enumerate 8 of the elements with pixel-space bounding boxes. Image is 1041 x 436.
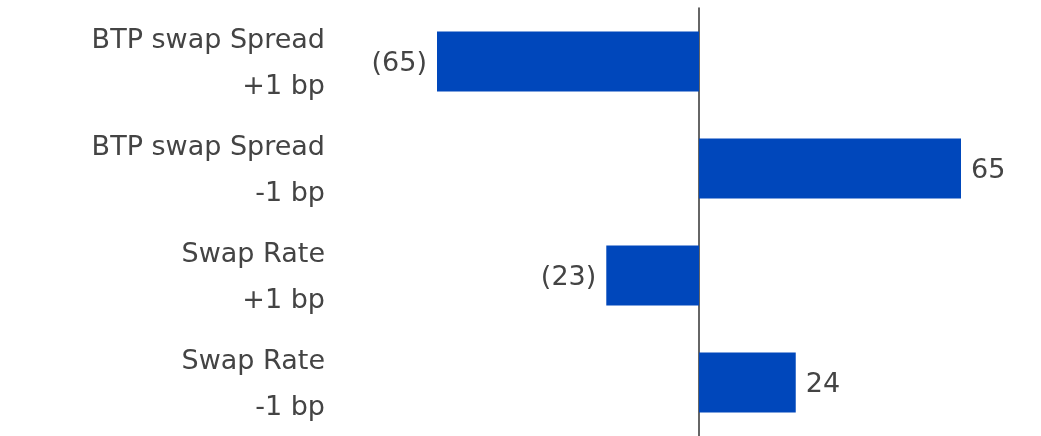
data-label: (65) [371, 46, 427, 77]
data-label: (23) [540, 260, 597, 291]
y-tick-label: Swap Rate +1 bp [181, 237, 325, 314]
y-tick-label: BTP swap Spread +1 bp [91, 23, 325, 100]
y-tick-label: Swap Rate -1 bp [181, 344, 325, 421]
data-label: 24 [805, 367, 841, 398]
y-tick-label: BTP swap Spread -1 bp [91, 130, 325, 207]
data-label: 65 [971, 153, 1006, 184]
